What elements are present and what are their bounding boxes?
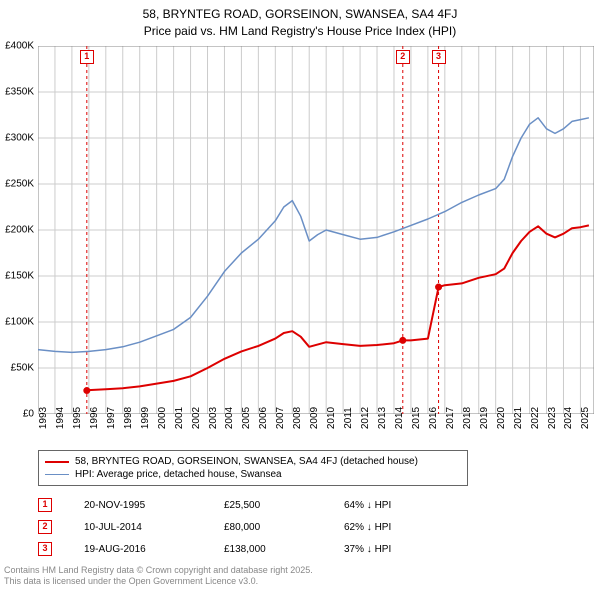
x-tick-label: 2008 (292, 407, 303, 429)
legend-row: HPI: Average price, detached house, Swan… (45, 468, 461, 481)
y-tick-label: £50K (11, 363, 34, 374)
x-tick-label: 2002 (191, 407, 202, 429)
chart-svg (38, 46, 594, 414)
x-tick-label: 2010 (326, 407, 337, 429)
x-tick-label: 2006 (258, 407, 269, 429)
y-tick-label: £200K (5, 225, 34, 236)
x-tick-label: 2004 (224, 407, 235, 429)
x-tick-label: 2016 (428, 407, 439, 429)
transaction-marker: 3 (38, 542, 52, 556)
y-tick-label: £250K (5, 179, 34, 190)
title-line-1: 58, BRYNTEG ROAD, GORSEINON, SWANSEA, SA… (0, 6, 600, 23)
legend-label: 58, BRYNTEG ROAD, GORSEINON, SWANSEA, SA… (75, 456, 418, 467)
x-tick-label: 2021 (513, 407, 524, 429)
title-line-2: Price paid vs. HM Land Registry's House … (0, 23, 600, 40)
footer-line-2: This data is licensed under the Open Gov… (4, 576, 313, 588)
transaction-pct-vs-hpi: 37% ↓ HPI (344, 544, 444, 555)
x-tick-label: 2007 (275, 407, 286, 429)
x-tick-label: 2003 (208, 407, 219, 429)
transaction-date: 20-NOV-1995 (84, 500, 224, 511)
y-tick-label: £150K (5, 271, 34, 282)
x-tick-label: 2009 (309, 407, 320, 429)
transactions-table: 1 20-NOV-1995£25,50064% ↓ HPI 2 10-JUL-2014… (38, 494, 444, 560)
transaction-date: 19-AUG-2016 (84, 544, 224, 555)
legend-box: 58, BRYNTEG ROAD, GORSEINON, SWANSEA, SA… (38, 450, 468, 486)
transaction-price: £25,500 (224, 500, 344, 511)
x-tick-label: 2015 (411, 407, 422, 429)
x-tick-label: 2012 (360, 407, 371, 429)
transaction-row: 2 10-JUL-2014£80,00062% ↓ HPI (38, 516, 444, 538)
legend-swatch (45, 461, 69, 463)
sale-marker: 2 (396, 50, 410, 64)
sale-marker: 1 (80, 50, 94, 64)
y-tick-label: £400K (5, 41, 34, 52)
y-tick-label: £0 (23, 409, 34, 420)
x-tick-label: 1996 (89, 407, 100, 429)
title-block: 58, BRYNTEG ROAD, GORSEINON, SWANSEA, SA… (0, 0, 600, 40)
y-tick-label: £100K (5, 317, 34, 328)
x-tick-label: 2019 (479, 407, 490, 429)
transaction-price: £80,000 (224, 522, 344, 533)
chart-area: £0£50K£100K£150K£200K£250K£300K£350K£400… (38, 46, 594, 414)
x-tick-label: 2017 (445, 407, 456, 429)
y-tick-label: £350K (5, 87, 34, 98)
x-tick-label: 2020 (496, 407, 507, 429)
legend-swatch (45, 474, 69, 475)
legend-row: 58, BRYNTEG ROAD, GORSEINON, SWANSEA, SA… (45, 455, 461, 468)
x-tick-label: 2014 (394, 407, 405, 429)
x-tick-label: 2000 (157, 407, 168, 429)
x-tick-label: 2018 (462, 407, 473, 429)
transaction-pct-vs-hpi: 64% ↓ HPI (344, 500, 444, 511)
transaction-price: £138,000 (224, 544, 344, 555)
x-tick-label: 1994 (55, 407, 66, 429)
transaction-marker: 2 (38, 520, 52, 534)
x-tick-label: 2005 (241, 407, 252, 429)
sale-marker: 3 (432, 50, 446, 64)
x-tick-label: 2011 (343, 407, 354, 429)
transaction-pct-vs-hpi: 62% ↓ HPI (344, 522, 444, 533)
footer-line-1: Contains HM Land Registry data © Crown c… (4, 565, 313, 577)
x-tick-label: 1995 (72, 407, 83, 429)
legend-label: HPI: Average price, detached house, Swan… (75, 469, 282, 480)
x-tick-label: 2025 (580, 407, 591, 429)
x-tick-label: 2013 (377, 407, 388, 429)
x-tick-label: 2022 (530, 407, 541, 429)
x-tick-label: 2024 (563, 407, 574, 429)
x-tick-label: 1993 (38, 407, 49, 429)
y-tick-label: £300K (5, 133, 34, 144)
transaction-marker: 1 (38, 498, 52, 512)
x-tick-label: 2023 (547, 407, 558, 429)
x-tick-label: 1998 (123, 407, 134, 429)
transaction-row: 3 19-AUG-2016£138,00037% ↓ HPI (38, 538, 444, 560)
x-tick-label: 1997 (106, 407, 117, 429)
transaction-row: 1 20-NOV-1995£25,50064% ↓ HPI (38, 494, 444, 516)
x-tick-label: 2001 (174, 407, 185, 429)
figure-container: 58, BRYNTEG ROAD, GORSEINON, SWANSEA, SA… (0, 0, 600, 590)
transaction-date: 10-JUL-2014 (84, 522, 224, 533)
x-tick-label: 1999 (140, 407, 151, 429)
footer-attribution: Contains HM Land Registry data © Crown c… (4, 565, 313, 588)
